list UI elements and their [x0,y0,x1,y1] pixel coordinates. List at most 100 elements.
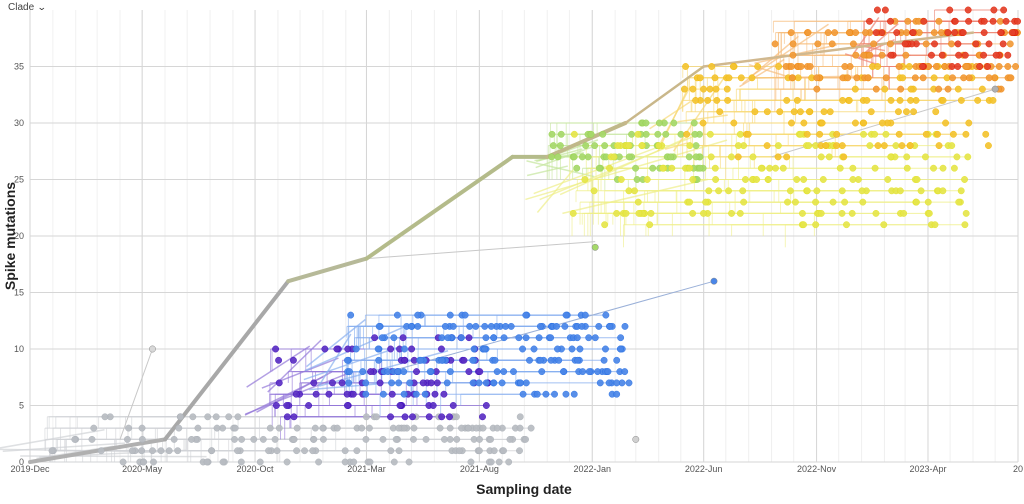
data-point [739,187,747,195]
data-point [600,356,608,364]
data-point [763,108,771,116]
data-point [333,424,341,432]
data-point [71,435,79,443]
data-point [919,74,927,82]
data-point [920,17,928,25]
branch-line [2,442,126,452]
data-point [395,424,403,432]
data-point [654,130,662,138]
data-point [829,198,837,206]
data-point [621,368,629,376]
data-point [455,447,463,455]
data-point [680,85,688,93]
color-by-dropdown[interactable]: Clade ⌄ [8,0,47,14]
x-tick-label: 2021-Mar [347,464,386,474]
data-point [250,435,258,443]
data-point [526,356,533,364]
data-point [293,424,301,432]
data-point [259,435,267,443]
data-point [873,6,881,14]
data-point [946,6,954,14]
tip-points [48,6,1022,466]
data-point [601,221,609,229]
data-point [560,368,567,376]
data-point [788,119,795,127]
data-point [188,435,195,443]
data-point [547,334,555,342]
data-point [557,130,565,138]
branch-line [844,53,879,66]
branch-line [306,318,366,368]
data-point [436,424,444,432]
data-point [690,119,698,127]
x-tick-label: 2021-Aug [460,464,499,474]
data-point [900,209,908,217]
major-gridlines [29,10,1019,463]
data-point [475,379,483,387]
data-point [790,108,798,116]
data-point [237,458,245,466]
data-point [533,390,541,398]
data-point [621,322,629,330]
data-point [613,356,621,364]
data-point [800,176,808,183]
data-point [817,153,825,161]
data-point [793,96,801,104]
data-point [642,130,650,138]
data-point [594,368,602,376]
data-point [864,74,872,82]
data-point [938,51,946,59]
data-point [730,119,738,127]
data-point [231,424,239,432]
data-point [910,108,917,116]
data-point [595,164,603,172]
data-point [343,390,351,398]
data-point [548,153,556,161]
y-tick-label: 0 [19,457,24,467]
data-point [771,40,779,48]
data-point [490,334,498,342]
data-point [766,164,774,172]
trunk-segment [286,256,369,284]
data-point [922,40,930,48]
data-point [401,356,409,364]
data-point [806,63,814,70]
data-point [849,40,857,48]
data-point [506,435,514,443]
data-point [204,413,212,421]
data-point [813,85,821,93]
data-point [924,198,932,206]
data-point [964,6,972,14]
data-point [570,390,578,398]
data-point [165,447,173,455]
data-point [838,209,846,217]
data-point [362,435,370,443]
data-point [444,334,452,342]
data-point [804,29,812,37]
data-point [625,187,633,195]
data-point [231,435,238,443]
data-point [937,29,945,37]
data-point [500,334,508,342]
data-point [467,458,475,466]
data-point [119,458,127,466]
data-point [309,447,317,455]
branch-line [246,345,311,388]
data-point [737,74,745,82]
data-point [88,435,96,443]
data-point [395,447,403,455]
outlier-point [632,435,640,443]
data-point [343,402,351,409]
data-point [290,413,298,421]
data-point [931,221,939,229]
data-point [706,130,714,138]
data-point [984,63,992,70]
data-point [272,402,280,409]
data-point [728,153,735,161]
data-point [895,63,903,70]
data-point [826,108,834,116]
data-point [433,379,441,387]
data-point [783,153,791,161]
data-point [479,424,487,432]
data-point [860,119,868,127]
